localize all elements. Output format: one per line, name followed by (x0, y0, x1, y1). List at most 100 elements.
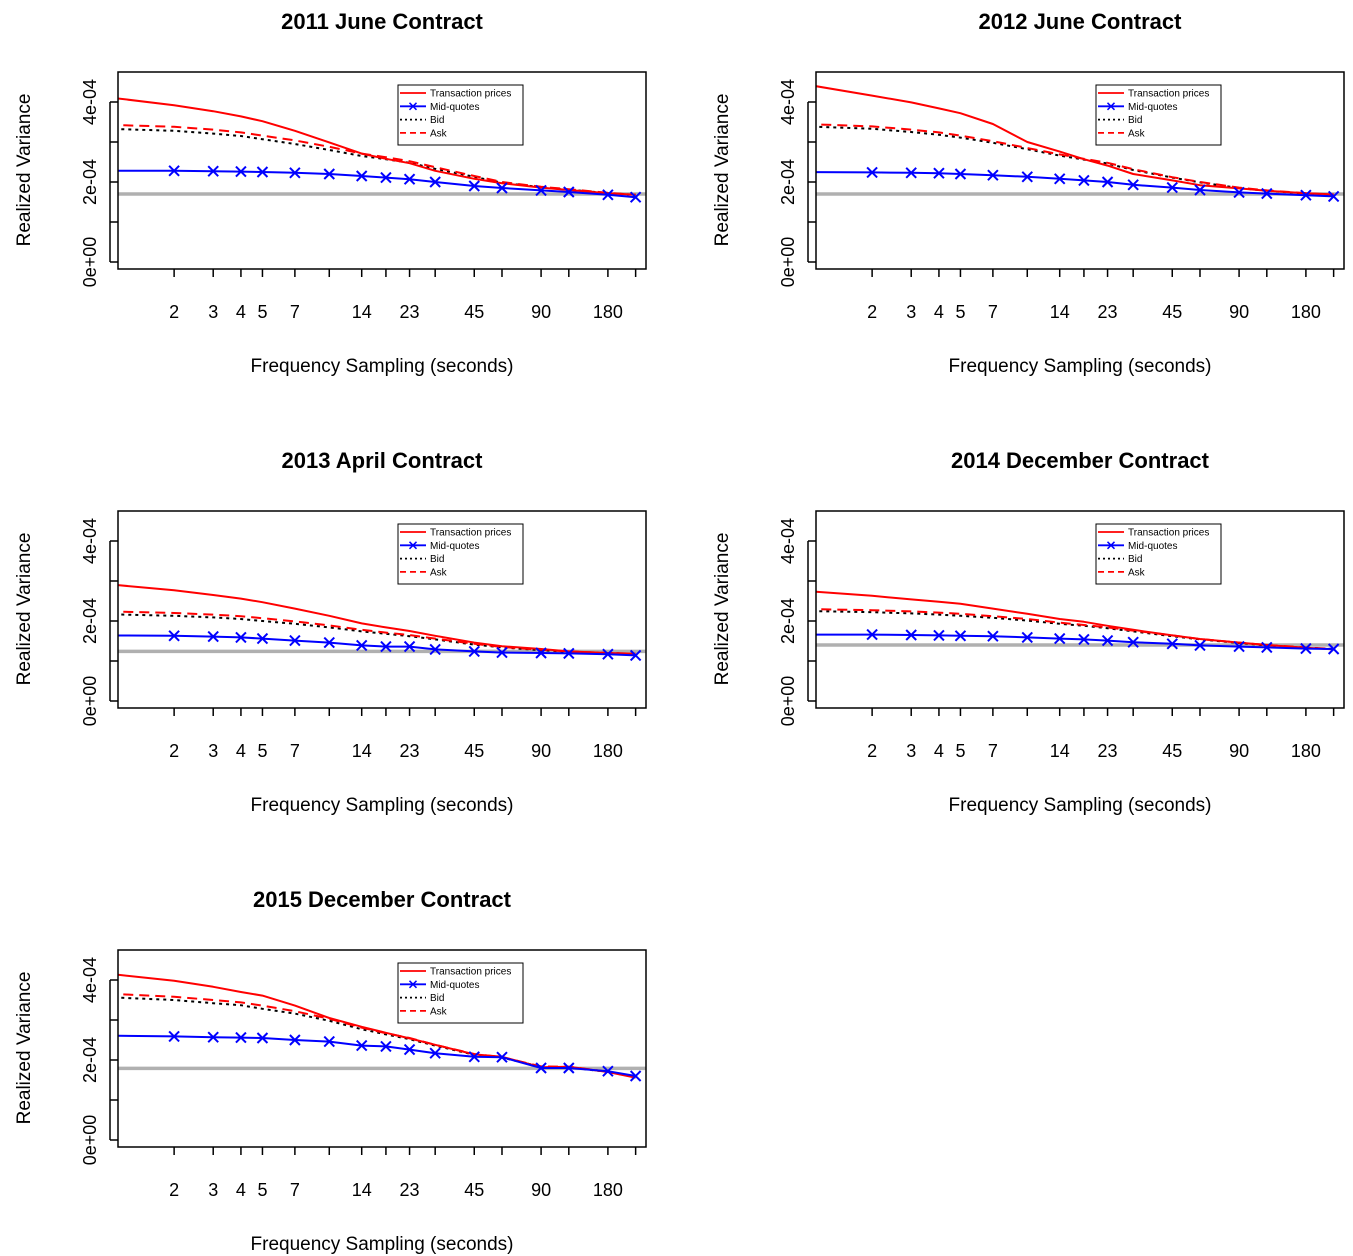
legend-label: Transaction prices (1128, 528, 1209, 539)
series-line-transaction-prices (118, 584, 636, 655)
x-tick-label: 90 (1229, 302, 1249, 322)
data-point-marker (1101, 176, 1114, 188)
legend-label: Mid-quotes (1128, 541, 1177, 552)
series-line-ask (816, 123, 1334, 196)
x-tick-label: 7 (290, 741, 300, 761)
data-point-marker (496, 646, 508, 659)
data-point-marker (380, 1040, 392, 1053)
legend-label: Bid (430, 554, 444, 565)
data-point-marker (987, 630, 999, 642)
x-tick-label: 180 (593, 302, 623, 322)
data-point-marker (207, 1031, 219, 1043)
x-tick-label: 90 (531, 302, 551, 322)
data-point-marker (1300, 189, 1312, 201)
data-point-marker (168, 630, 180, 642)
x-tick-label: 2 (867, 741, 877, 761)
legend-label: Mid-quotes (430, 541, 479, 552)
x-tick-label: 180 (1291, 741, 1321, 761)
data-point-marker (468, 645, 480, 658)
legend-box (1095, 523, 1222, 585)
x-axis-label: Frequency Sampling (seconds) (251, 795, 514, 816)
data-point-marker (380, 640, 392, 653)
data-point-marker (1021, 631, 1033, 644)
x-tick-label: 14 (352, 741, 372, 761)
data-point-marker (168, 165, 180, 177)
legend-label: Bid (1128, 554, 1142, 565)
data-point-marker (289, 1034, 301, 1046)
y-tick-label: 0e+00 (80, 237, 100, 288)
y-tick-label: 2e-04 (80, 1037, 100, 1083)
y-tick-label: 4e-04 (778, 518, 798, 564)
chart-title: 2014 December Contract (951, 448, 1210, 473)
data-point-marker (629, 649, 642, 662)
chart-title: 2015 December Contract (253, 887, 512, 912)
data-point-marker (1327, 643, 1340, 655)
data-point-marker (323, 168, 335, 180)
legend-label: Mid-quotes (430, 980, 479, 991)
data-point-marker (289, 634, 301, 647)
legend-label: Transaction prices (430, 528, 511, 539)
x-tick-label: 45 (464, 302, 484, 322)
x-tick-label: 5 (955, 741, 965, 761)
y-tick-label: 2e-04 (80, 598, 100, 644)
series-line-ask (118, 610, 636, 655)
x-tick-label: 5 (257, 741, 267, 761)
legend-marker (408, 541, 418, 550)
x-tick-label: 90 (1229, 741, 1249, 761)
legend-marker (408, 980, 418, 989)
data-point-marker (954, 168, 967, 180)
plot-area (118, 97, 646, 203)
series-line-ask (118, 993, 636, 1079)
plot-frame (117, 949, 647, 1148)
y-tick-label: 2e-04 (80, 159, 100, 205)
data-point-marker (1233, 640, 1245, 653)
data-point-marker (987, 169, 999, 181)
plot-area (816, 85, 1344, 203)
series-line-bid (816, 125, 1334, 196)
legend-box (397, 84, 524, 146)
data-point-marker (355, 170, 368, 182)
data-point-marker (496, 182, 508, 194)
data-point-marker (563, 647, 575, 660)
series-line-ask (118, 124, 636, 196)
x-tick-label: 23 (1098, 302, 1118, 322)
data-point-marker (403, 1043, 416, 1056)
y-tick-label: 0e+00 (80, 676, 100, 727)
x-tick-label: 4 (236, 302, 246, 322)
data-point-marker (1021, 171, 1033, 183)
data-point-marker (563, 186, 575, 198)
x-tick-label: 4 (934, 741, 944, 761)
data-point-marker (256, 632, 269, 645)
x-tick-label: 3 (906, 741, 916, 761)
data-point-marker (355, 639, 368, 652)
data-point-marker (905, 629, 917, 641)
legend-label: Bid (430, 993, 444, 1004)
chart-title: 2013 April Contract (282, 448, 484, 473)
data-point-marker (629, 191, 642, 203)
x-tick-label: 180 (593, 741, 623, 761)
data-point-marker (235, 165, 247, 178)
x-tick-label: 2 (169, 741, 179, 761)
x-tick-label: 2 (169, 1180, 179, 1200)
x-tick-label: 14 (352, 302, 372, 322)
legend: Transaction prices Mid-quotes Bid Ask (397, 962, 524, 1024)
legend-box (397, 962, 524, 1024)
plot-frame (815, 510, 1345, 709)
data-point-marker (235, 631, 247, 644)
legend-label: Ask (430, 567, 448, 578)
x-tick-label: 14 (1050, 302, 1070, 322)
legend: Transaction prices Mid-quotes Bid Ask (397, 84, 524, 146)
x-tick-label: 180 (593, 1180, 623, 1200)
data-point-marker (429, 176, 441, 188)
x-tick-label: 23 (400, 741, 420, 761)
x-tick-label: 4 (236, 1180, 246, 1200)
legend-label: Ask (430, 1006, 448, 1017)
x-tick-label: 5 (257, 1180, 267, 1200)
legend-box (397, 523, 524, 585)
data-point-marker (289, 167, 301, 179)
y-axis-label: Realized Variance (14, 533, 35, 686)
